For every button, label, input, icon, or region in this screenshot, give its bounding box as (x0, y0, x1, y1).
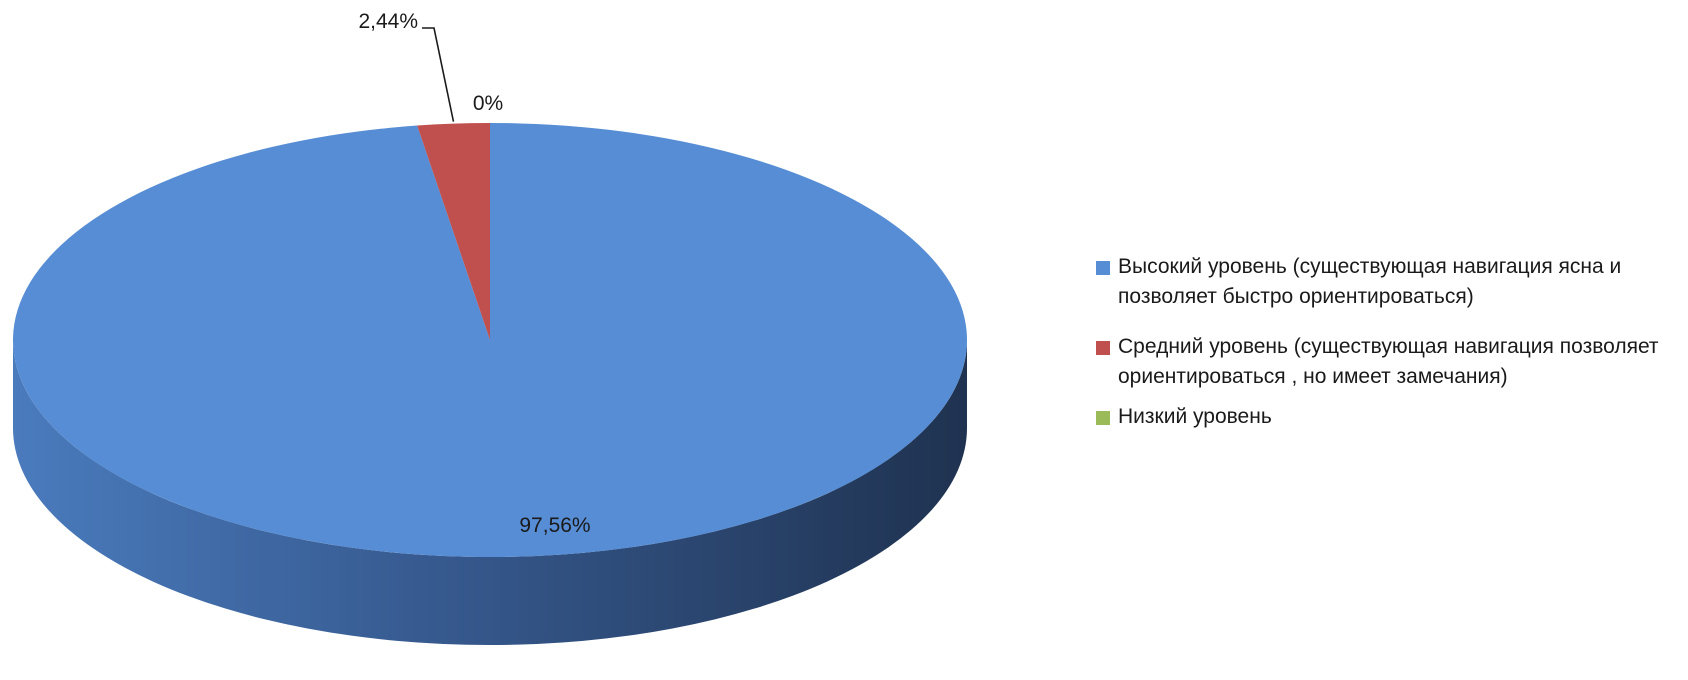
legend-label-high: Высокий уровень (существующая навигация … (1118, 255, 1622, 308)
legend-item-medium: Средний уровень (существующая навигация … (1096, 332, 1686, 392)
data-labels: 97,56% 2,44% 0% (358, 10, 590, 537)
data-label-high: 97,56% (519, 514, 590, 537)
data-label-low: 0% (473, 92, 503, 115)
legend: Высокий уровень (существующая навигация … (1096, 252, 1686, 432)
slice-high (13, 123, 968, 558)
slice-side-high (13, 340, 967, 645)
legend-label-low: Низкий уровень (1118, 405, 1272, 428)
pie-top-face (13, 123, 968, 558)
legend-swatch-high (1096, 261, 1110, 275)
slice-medium (417, 123, 490, 340)
legend-label-medium: Средний уровень (существующая навигация … (1118, 335, 1659, 388)
legend-swatch-medium (1096, 341, 1110, 355)
leader-line-medium (422, 27, 455, 122)
legend-swatch-low (1096, 411, 1110, 425)
legend-item-high: Высокий уровень (существующая навигация … (1096, 252, 1686, 312)
pie-side-wall (13, 340, 967, 645)
legend-item-low: Низкий уровень (1096, 402, 1686, 432)
data-label-medium: 2,44% (358, 10, 418, 33)
